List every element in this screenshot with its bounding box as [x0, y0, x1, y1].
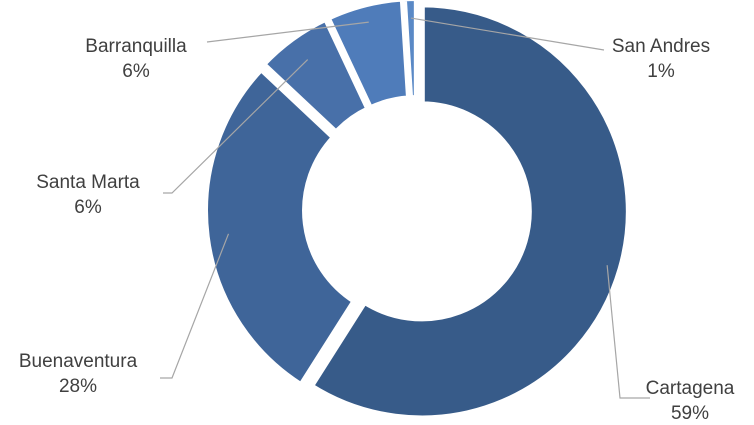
- data-labels: Cartagena 59% Buenaventura 28% Santa Marta 6%…: [19, 36, 735, 424]
- label-name-barranquilla: Barranquilla: [85, 36, 187, 57]
- label-percent-santa-marta: 6%: [74, 197, 102, 218]
- leader-line-barranquilla: [206, 21, 369, 43]
- label-name-san-andres: San Andres: [612, 36, 710, 57]
- slice-buenaventura: [202, 64, 359, 390]
- leader-line-san-andres: [410, 17, 605, 51]
- label-percent-san-andres: 1%: [647, 61, 675, 82]
- slice-san-andres: [400, 0, 420, 102]
- label-percent-buenaventura: 28%: [59, 376, 97, 397]
- label-percent-barranquilla: 6%: [122, 61, 150, 82]
- leader-line-santa-marta: [163, 59, 309, 194]
- slice-cartagena: [306, 1, 632, 422]
- label-name-buenaventura: Buenaventura: [19, 351, 138, 372]
- label-name-santa-marta: Santa Marta: [36, 172, 140, 193]
- doughnut-slices: [202, 0, 632, 422]
- leader-line-cartagena: [606, 265, 650, 399]
- slice-barranquilla: [323, 0, 413, 113]
- leader-line-buenaventura: [160, 233, 230, 379]
- label-leader-lines: [160, 17, 650, 399]
- label-name-cartagena: Cartagena: [646, 378, 735, 399]
- label-percent-cartagena: 59%: [671, 403, 709, 424]
